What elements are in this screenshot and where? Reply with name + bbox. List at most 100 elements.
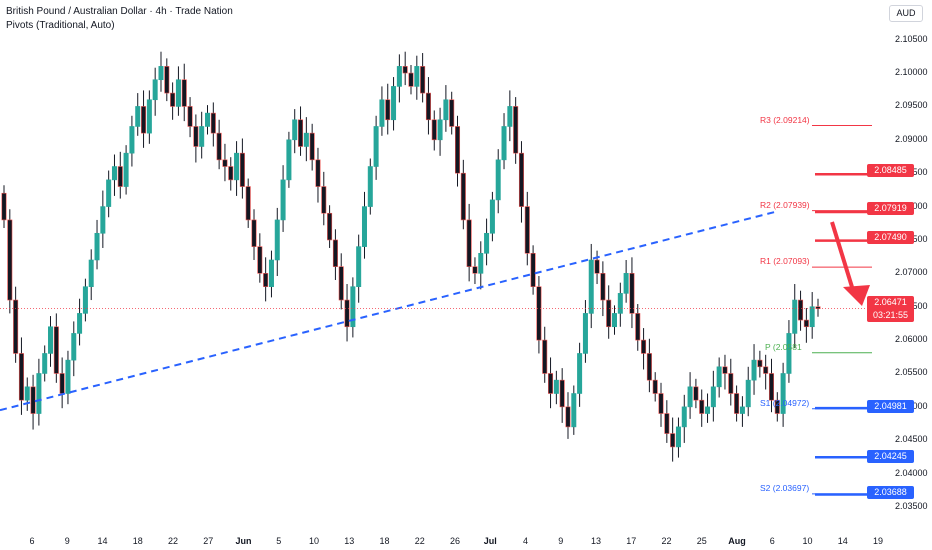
candle-up <box>809 306 815 328</box>
x-tick-label: 22 <box>414 536 425 546</box>
candle-down <box>798 299 804 321</box>
y-tick-label: 2.09000 <box>895 133 928 144</box>
current-price-tag: 2.06471 03:21:55 <box>867 296 914 322</box>
candle-down <box>600 273 606 301</box>
candle-up <box>36 373 42 414</box>
x-tick-label: 9 <box>64 536 70 546</box>
candle-up <box>623 273 629 294</box>
x-tick-label: 14 <box>97 536 108 546</box>
x-tick-label: 27 <box>203 536 214 546</box>
candle-down <box>18 353 24 401</box>
candle-down <box>164 66 170 94</box>
candle-down <box>7 219 13 301</box>
current-price: 2.06471 <box>874 297 907 307</box>
candle-down <box>298 119 304 147</box>
candle-up <box>611 313 617 328</box>
candle-down <box>13 299 19 354</box>
annotation-arrow-head <box>843 285 870 306</box>
pivot-label-r2: R2 (2.07939) <box>760 199 810 210</box>
x-tick-label: Aug <box>728 536 746 546</box>
candle-up <box>716 366 722 388</box>
x-tick-label: Jul <box>483 536 497 546</box>
candle-up <box>414 66 420 87</box>
candle-up <box>268 259 274 287</box>
candle-down <box>431 119 437 141</box>
candle-up <box>175 79 181 107</box>
candle-down <box>420 66 426 94</box>
candle-down <box>251 219 257 247</box>
candle-down <box>565 406 571 428</box>
candle-up <box>437 119 443 141</box>
candle-down <box>815 306 821 310</box>
x-tick-label: 6 <box>29 536 35 546</box>
pivot-label-r3: R3 (2.09214) <box>760 114 810 125</box>
candle-down <box>641 339 647 354</box>
candle-down <box>315 159 321 187</box>
candle-down <box>664 413 670 434</box>
price-tag-s1: 2.04981 <box>867 400 914 413</box>
candle-down <box>193 126 199 147</box>
candle-down <box>774 399 780 414</box>
price-tag-r2: 2.07919 <box>867 202 914 215</box>
candle-up <box>234 152 240 181</box>
candle-down <box>536 286 542 341</box>
candle-up <box>158 66 164 81</box>
candle-down <box>170 92 176 107</box>
candle-down <box>338 266 344 301</box>
candle-down <box>524 206 530 254</box>
currency-badge[interactable]: AUD <box>889 5 923 22</box>
x-tick-label: 17 <box>626 536 637 546</box>
candle-up <box>705 406 711 414</box>
candle-down <box>321 186 327 214</box>
trendline <box>0 210 776 412</box>
candle-up <box>478 253 484 274</box>
candle-down <box>728 373 734 394</box>
candle-down <box>216 132 222 161</box>
x-tick-label: 26 <box>449 536 460 546</box>
candle-down <box>803 319 809 328</box>
y-tick-label: 2.04500 <box>895 434 928 445</box>
candle-up <box>396 66 402 87</box>
x-tick-label: 18 <box>132 536 143 546</box>
candle-up <box>361 206 367 247</box>
x-tick-label: 13 <box>590 536 601 546</box>
candle-up <box>792 299 798 334</box>
candle-down <box>327 212 333 241</box>
candle-up <box>495 159 501 201</box>
candle-down <box>141 106 147 134</box>
candle-up <box>71 333 77 361</box>
candle-up <box>745 379 751 408</box>
candle-down <box>30 386 36 414</box>
candle-up <box>571 393 577 428</box>
y-tick-label: 2.10500 <box>895 33 928 44</box>
candle-down <box>757 359 763 368</box>
candle-up <box>152 79 158 101</box>
bar-countdown: 03:21:55 <box>872 310 909 320</box>
x-tick-label: 10 <box>308 536 319 546</box>
candle-down <box>518 152 524 207</box>
candle-up <box>205 112 211 127</box>
candle-down <box>344 299 350 328</box>
y-tick-label: 2.05500 <box>895 367 928 378</box>
y-tick-label: 2.06000 <box>895 334 928 345</box>
candle-down <box>402 66 408 74</box>
candle-up <box>94 232 100 261</box>
x-tick-label: 10 <box>802 536 813 546</box>
candle-up <box>42 353 48 374</box>
candle-up <box>710 386 716 408</box>
candle-up <box>135 106 141 127</box>
pivot-label-p: P (2.0581 <box>765 341 802 352</box>
candle-up <box>350 286 356 328</box>
candle-down <box>722 366 728 374</box>
candle-up <box>484 232 490 254</box>
candle-down <box>472 266 478 274</box>
x-tick-label: 25 <box>696 536 707 546</box>
candle-down <box>670 433 676 448</box>
candle-down <box>652 379 658 394</box>
price-tag-s2: 2.03688 <box>867 486 914 499</box>
candle-up <box>274 219 280 261</box>
candle-down <box>210 112 216 134</box>
candle-down <box>768 373 774 401</box>
